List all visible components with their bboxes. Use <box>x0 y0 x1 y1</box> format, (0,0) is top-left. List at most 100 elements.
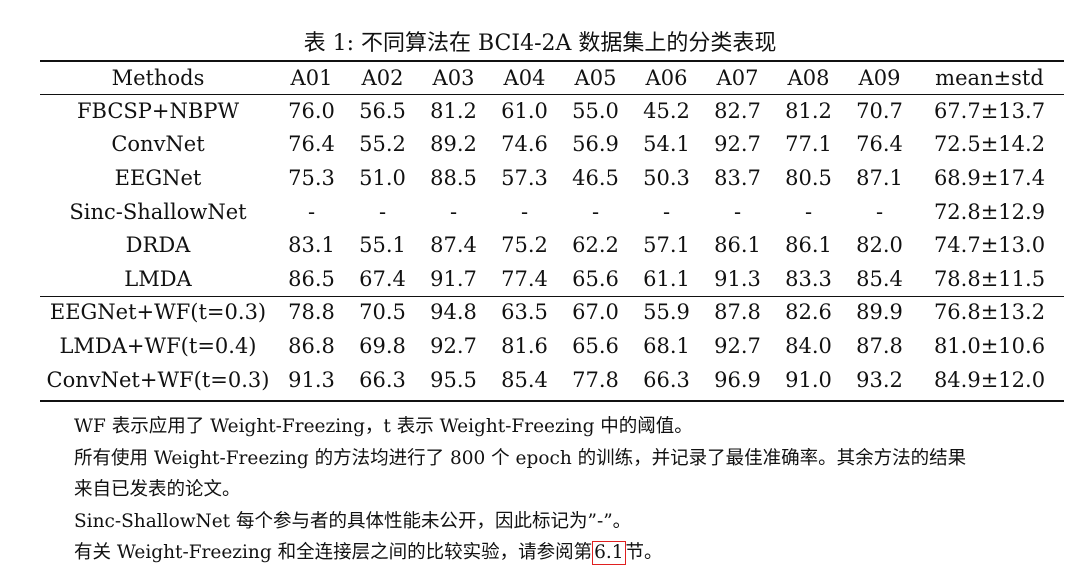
subject-accuracy-cell: - <box>591 199 600 224</box>
subject-accuracy-cell: 55.2 <box>359 132 406 157</box>
subject-accuracy-cell: 94.8 <box>430 300 477 325</box>
subject-accuracy-cell: 86.5 <box>288 266 335 291</box>
subject-accuracy-cell: 81.6 <box>501 333 548 358</box>
header-cell: Methods <box>111 65 205 90</box>
subject-accuracy-cell: 55.9 <box>643 300 690 325</box>
subject-accuracy-cell: 61.0 <box>501 98 548 123</box>
subject-accuracy-cell: 81.2 <box>430 98 477 123</box>
table-row: LMDA 86.5 67.4 91.7 77.4 65.6 61.1 91.3 83.3 85.4… <box>40 262 1064 296</box>
subject-accuracy-cell: 56.9 <box>572 132 619 157</box>
header-cell: A08 <box>787 65 830 90</box>
group-separator-rule <box>40 296 1064 297</box>
subject-accuracy-cell: 91.3 <box>288 367 335 392</box>
mean-std-cell: 72.8±12.9 <box>933 199 1046 224</box>
note-line-5-suffix: 节。 <box>625 542 663 563</box>
subject-accuracy-cell: 85.4 <box>856 266 903 291</box>
subject-accuracy-cell: 83.3 <box>785 266 832 291</box>
table-caption: 表 1: 不同算法在 BCI4-2A 数据集上的分类表现 <box>303 31 777 56</box>
subject-accuracy-cell: 77.4 <box>501 266 548 291</box>
note-line-5: 有关 Weight-Freezing 和全连接层之间的比较实验，请参阅第 6.1 节… <box>74 537 1074 569</box>
subject-accuracy-cell: 68.1 <box>643 333 690 358</box>
subject-accuracy-cell: 61.1 <box>643 266 690 291</box>
baseline-methods-group: FBCSP+NBPW 76.0 56.5 81.2 61.0 55.0 45.2 82.7 81… <box>40 94 1064 296</box>
mean-std-cell: 68.9±17.4 <box>933 165 1046 190</box>
note-line-2: 所有使用 Weight-Freezing 的方法均进行了 800 个 epoch… <box>74 447 967 469</box>
method-name-cell: LMDA <box>124 266 192 291</box>
subject-accuracy-cell: 83.1 <box>288 233 335 258</box>
table-row: Sinc-ShallowNet - - - - - - - - - 72.8±12.9 <box>40 195 1064 229</box>
subject-accuracy-cell: 70.5 <box>359 300 406 325</box>
subject-accuracy-cell: - <box>449 199 458 224</box>
subject-accuracy-cell: 63.5 <box>501 300 548 325</box>
method-name-cell: EEGNet+WF(t=0.3) <box>49 300 267 325</box>
mean-std-cell: 76.8±13.2 <box>933 300 1046 325</box>
table-header-row: Methods A01 A02 A03 A04 A05 A06 A07 A08 … <box>40 61 1064 94</box>
subject-accuracy-cell: 91.7 <box>430 266 477 291</box>
subject-accuracy-cell: 86.1 <box>785 233 832 258</box>
method-name-cell: DRDA <box>125 233 191 258</box>
subject-accuracy-cell: 83.7 <box>714 165 761 190</box>
subject-accuracy-cell: 82.0 <box>856 233 903 258</box>
header-cell: A02 <box>361 65 404 90</box>
mean-std-cell: 74.7±13.0 <box>933 233 1046 258</box>
mean-std-cell: 81.0±10.6 <box>933 333 1046 358</box>
subject-accuracy-cell: 82.6 <box>785 300 832 325</box>
subject-accuracy-cell: 77.1 <box>785 132 832 157</box>
note-line-4: Sinc-ShallowNet 每个参与者的具体性能未公开，因此标记为”-”。 <box>74 510 632 532</box>
table-notes: WF 表示应用了 Weight-Freezing，t 表示 Weight-Fre… <box>74 411 1074 569</box>
subject-accuracy-cell: 46.5 <box>572 165 619 190</box>
header-cell: A07 <box>716 65 759 90</box>
note-line-5-text: 有关 Weight-Freezing 和全连接层之间的比较实验，请参阅第 <box>74 542 593 563</box>
subject-accuracy-cell: 96.9 <box>714 367 761 392</box>
subject-accuracy-cell: 65.6 <box>572 333 619 358</box>
subject-accuracy-cell: 55.1 <box>359 233 406 258</box>
subject-accuracy-cell: - <box>307 199 316 224</box>
mean-std-cell: 78.8±11.5 <box>933 266 1046 291</box>
method-name-cell: EEGNet <box>114 165 202 190</box>
subject-accuracy-cell: 87.4 <box>430 233 477 258</box>
method-name-cell: Sinc-ShallowNet <box>69 199 247 224</box>
method-name-cell: FBCSP+NBPW <box>76 98 240 123</box>
header-cell: A06 <box>645 65 688 90</box>
subject-accuracy-cell: 92.7 <box>430 333 477 358</box>
subject-accuracy-cell: 66.3 <box>643 367 690 392</box>
subject-accuracy-cell: 69.8 <box>359 333 406 358</box>
subject-accuracy-cell: 93.2 <box>856 367 903 392</box>
subject-accuracy-cell: 51.0 <box>359 165 406 190</box>
note-line-3: 来自已发表的论文。 <box>74 479 241 500</box>
subject-accuracy-cell: 70.7 <box>856 98 903 123</box>
table-row: ConvNet+WF(t=0.3) 91.3 66.3 95.5 85.4 77.8 66.… <box>40 363 1064 397</box>
subject-accuracy-cell: 50.3 <box>643 165 690 190</box>
subject-accuracy-cell: 92.7 <box>714 132 761 157</box>
subject-accuracy-cell: 67.4 <box>359 266 406 291</box>
subject-accuracy-cell: 89.2 <box>430 132 477 157</box>
subject-accuracy-cell: 82.7 <box>714 98 761 123</box>
subject-accuracy-cell: 76.4 <box>856 132 903 157</box>
subject-accuracy-cell: 75.2 <box>501 233 548 258</box>
subject-accuracy-cell: 57.1 <box>643 233 690 258</box>
subject-accuracy-cell: 76.0 <box>288 98 335 123</box>
results-table: Methods A01 A02 A03 A04 A05 A06 A07 A08 … <box>40 61 1064 396</box>
header-cell: A04 <box>503 65 546 90</box>
subject-accuracy-cell: - <box>662 199 671 224</box>
method-name-cell: ConvNet <box>111 132 205 157</box>
subject-accuracy-cell: 65.6 <box>572 266 619 291</box>
subject-accuracy-cell: 91.0 <box>785 367 832 392</box>
header-cell: A03 <box>432 65 475 90</box>
subject-accuracy-cell: 77.8 <box>572 367 619 392</box>
subject-accuracy-cell: 67.0 <box>572 300 619 325</box>
subject-accuracy-cell: 95.5 <box>430 367 477 392</box>
section-reference-link[interactable]: 6.1 <box>592 541 626 565</box>
note-line-1: WF 表示应用了 Weight-Freezing，t 表示 Weight-Fre… <box>74 416 693 437</box>
header-cell: A05 <box>574 65 617 90</box>
subject-accuracy-cell: - <box>378 199 387 224</box>
subject-accuracy-cell: 87.8 <box>714 300 761 325</box>
table-top-rule <box>40 60 1064 62</box>
method-name-cell: LMDA+WF(t=0.4) <box>59 333 257 358</box>
subject-accuracy-cell: 54.1 <box>643 132 690 157</box>
subject-accuracy-cell: 66.3 <box>359 367 406 392</box>
mean-std-cell: 67.7±13.7 <box>933 98 1046 123</box>
subject-accuracy-cell: 76.4 <box>288 132 335 157</box>
table-row: DRDA 83.1 55.1 87.4 75.2 62.2 57.1 86.1 86.1 82.0… <box>40 228 1064 262</box>
subject-accuracy-cell: 84.0 <box>785 333 832 358</box>
